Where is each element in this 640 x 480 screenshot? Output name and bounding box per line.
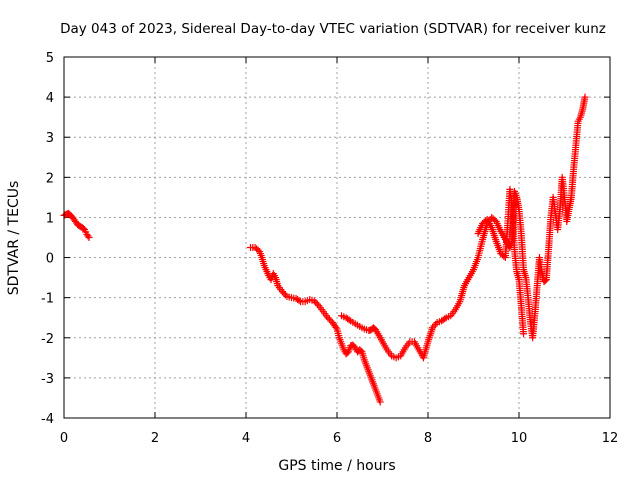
y-axis-title: SDTVAR / TECUs [6,181,22,296]
data-point-marker [295,297,303,305]
data-point-marker [310,297,318,305]
data-point-marker [520,330,528,338]
data-point-marker [376,398,384,406]
data-point-marker [325,315,333,323]
y-tick-label: -1 [41,292,54,307]
x-tick-label: 8 [424,431,432,446]
plot-frame [63,56,611,419]
data-point-marker [324,314,332,322]
data-point-marker [280,289,288,297]
x-tick-label: 12 [602,431,619,446]
data-layer [60,93,589,406]
y-tick-label: 5 [46,51,54,66]
y-tick-label: 2 [46,171,54,186]
x-tick-label: 2 [151,431,159,446]
y-tick-label: 4 [46,91,54,106]
data-point-marker [312,298,320,306]
data-point-marker [357,347,365,355]
x-tick-label: 4 [242,431,250,446]
y-tick-label: 0 [46,252,54,267]
data-point-marker [281,291,289,299]
y-tick-label: -2 [41,332,54,347]
data-point-marker [541,277,549,285]
x-tick-label: 10 [511,431,528,446]
data-point-marker [345,316,353,324]
x-axis-title: GPS time / hours [278,458,395,474]
chart-title: Day 043 of 2023, Sidereal Day-to-day VTE… [60,21,606,37]
data-point-marker [313,300,321,308]
y-tick-label: -3 [41,372,54,387]
data-point-marker [441,315,449,323]
x-tick-label: 0 [60,431,68,446]
data-point-marker [85,234,93,241]
y-tick-label: -4 [41,412,54,427]
data-point-marker [581,93,589,101]
data-point-marker [278,288,286,296]
y-tick-label: 1 [46,211,54,226]
data-point-marker [332,323,340,331]
grid-layer [64,57,610,418]
data-point-marker [84,232,92,240]
y-tick-label: 3 [46,131,54,146]
x-tick-label: 6 [333,431,341,446]
